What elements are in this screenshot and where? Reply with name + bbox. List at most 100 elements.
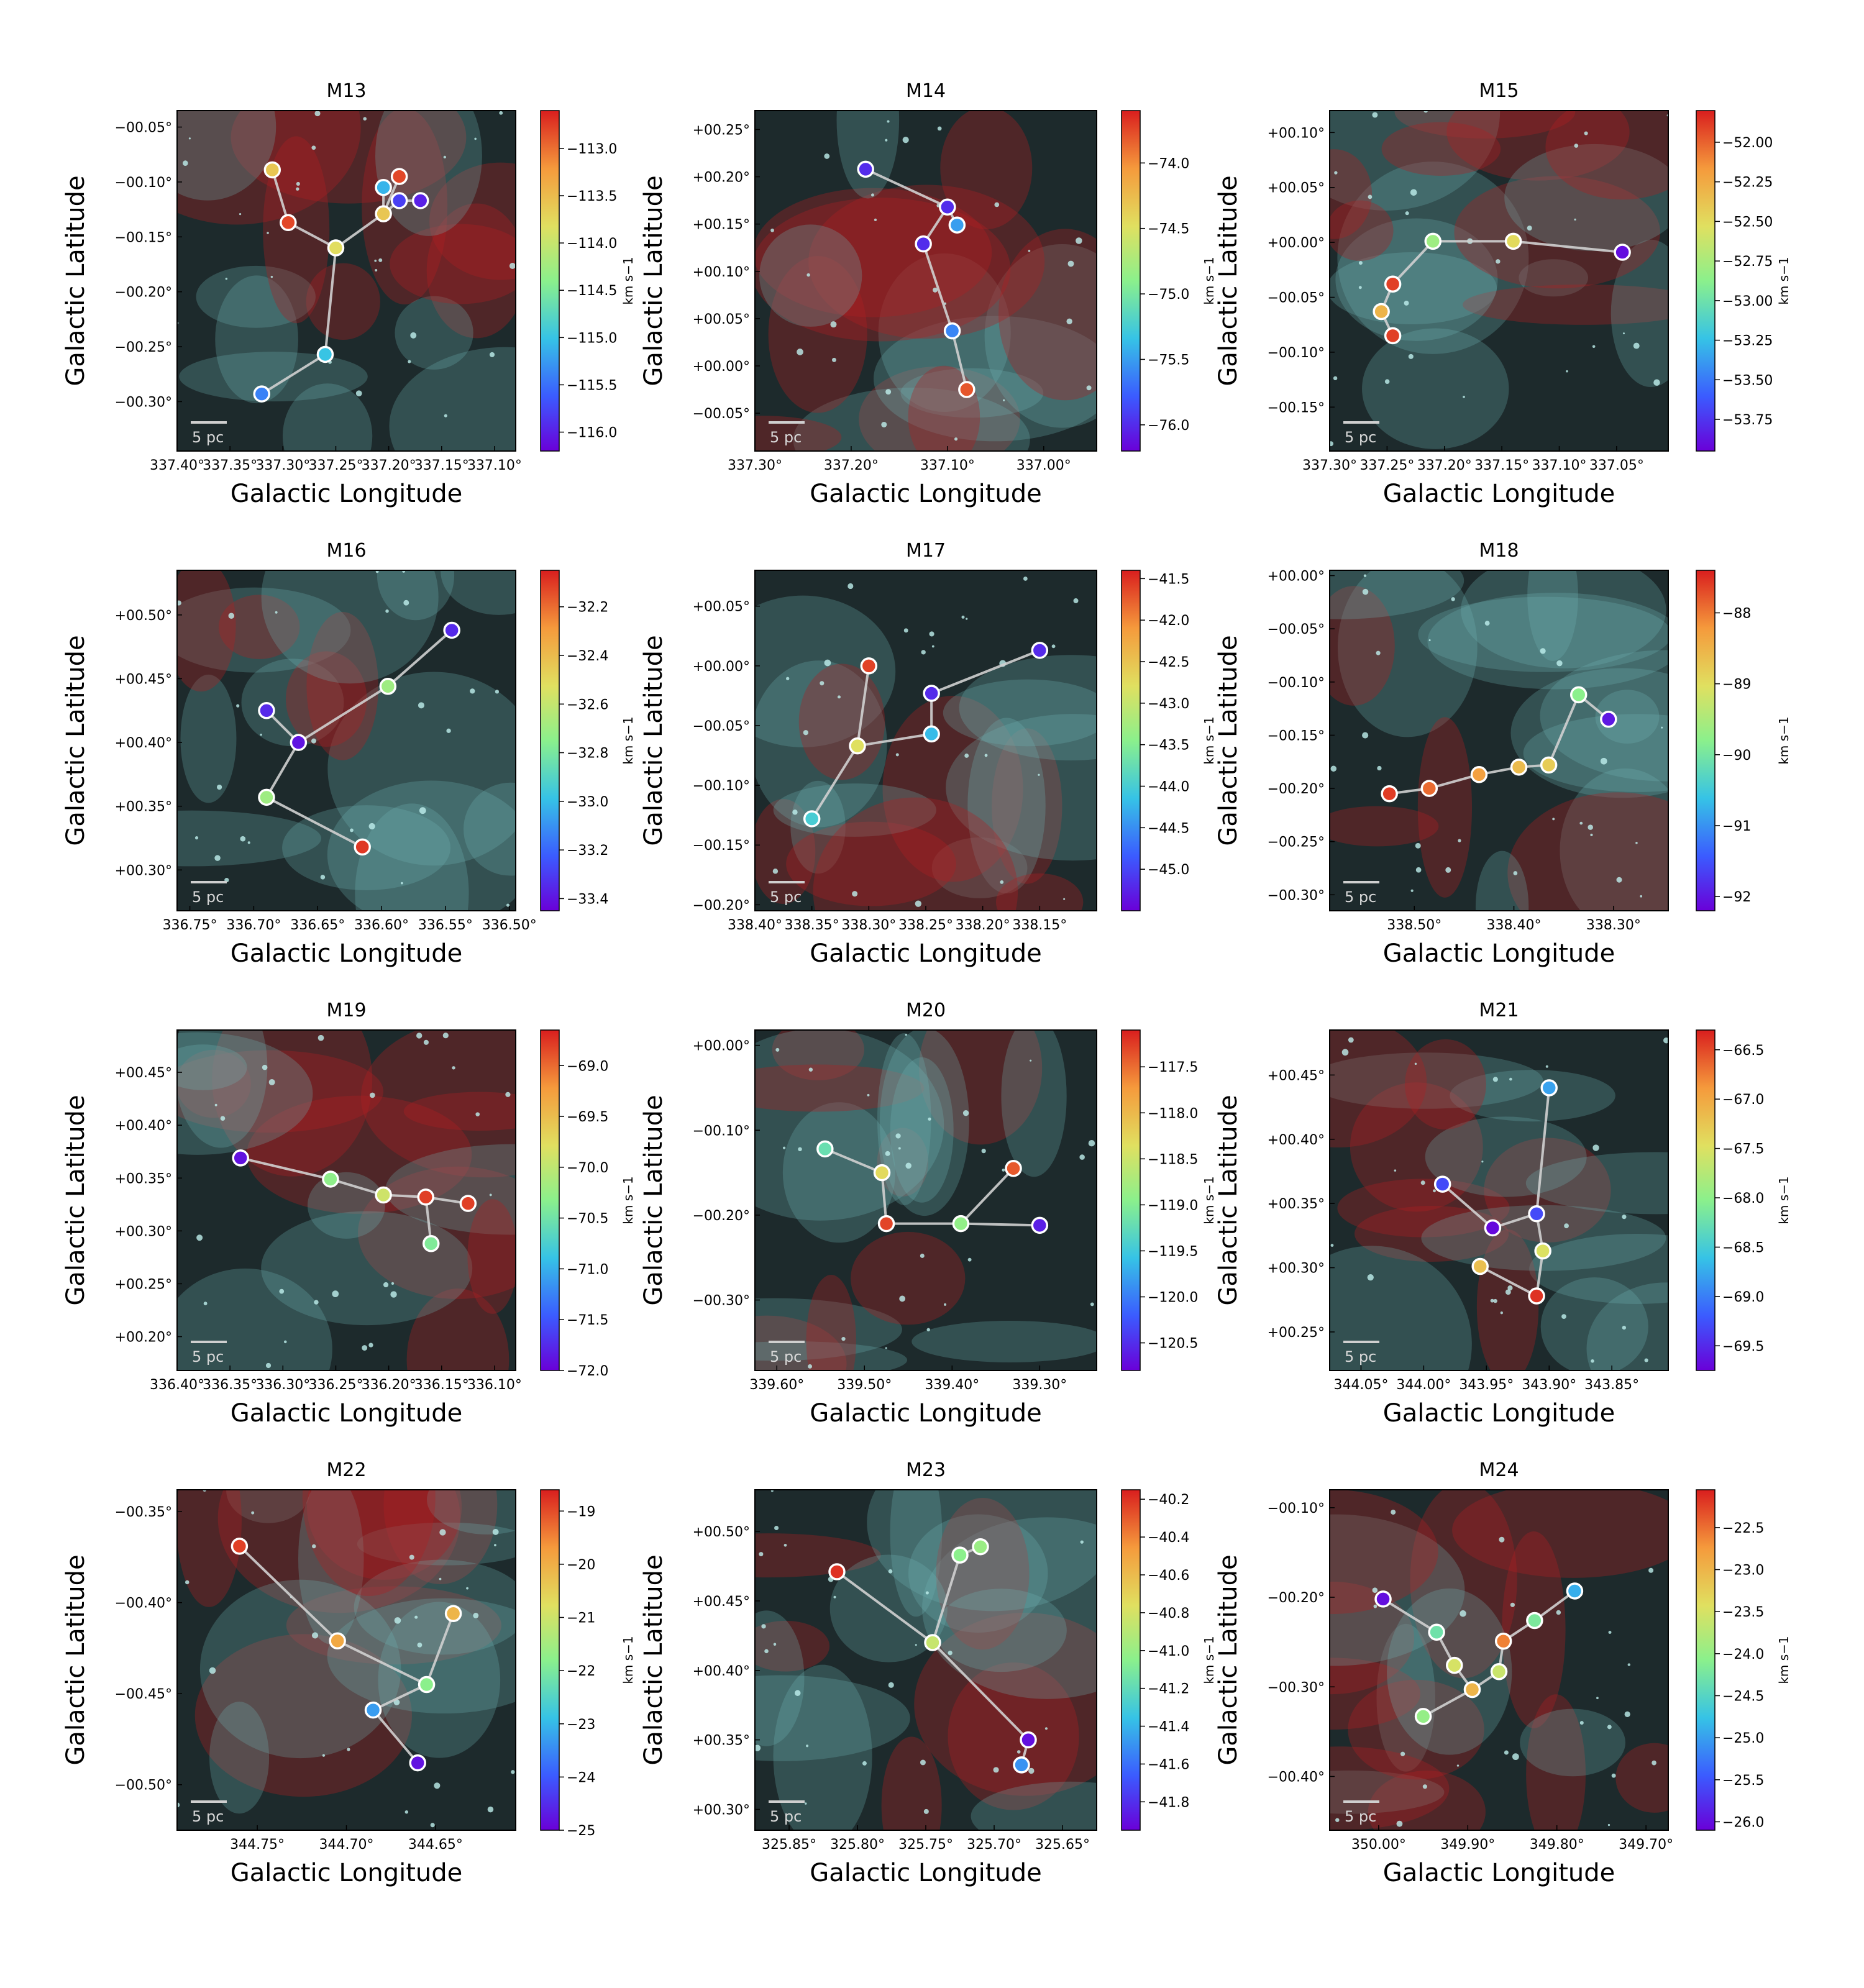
star bbox=[772, 869, 779, 874]
clump-point[interactable] bbox=[390, 192, 408, 209]
clump-point[interactable] bbox=[1031, 642, 1049, 659]
clump-point[interactable] bbox=[828, 1563, 846, 1580]
clump-point[interactable] bbox=[873, 1164, 891, 1182]
clump-point[interactable] bbox=[375, 205, 392, 222]
dust-emission bbox=[755, 595, 896, 747]
clump-point[interactable] bbox=[1433, 1175, 1451, 1193]
clump-point[interactable] bbox=[1373, 303, 1390, 321]
clump-point[interactable] bbox=[816, 1140, 834, 1158]
clump-point[interactable] bbox=[417, 1188, 434, 1206]
clump-point[interactable] bbox=[951, 1546, 969, 1564]
clump-point[interactable] bbox=[354, 838, 371, 856]
clump-point[interactable] bbox=[924, 1634, 941, 1651]
clump-point[interactable] bbox=[1384, 327, 1402, 345]
star bbox=[419, 807, 426, 814]
clump-point[interactable] bbox=[232, 1149, 249, 1167]
clump-point[interactable] bbox=[1614, 244, 1631, 261]
clump-point[interactable] bbox=[329, 1632, 346, 1649]
clump-point[interactable] bbox=[958, 381, 975, 398]
mst-edge bbox=[959, 1167, 1015, 1224]
clump-point[interactable] bbox=[1414, 1708, 1432, 1725]
clump-point[interactable] bbox=[1470, 766, 1488, 783]
clump-point[interactable] bbox=[972, 1538, 989, 1556]
clump-point[interactable] bbox=[1013, 1756, 1030, 1774]
clump-point[interactable] bbox=[1031, 1216, 1049, 1234]
clump-point[interactable] bbox=[253, 385, 270, 403]
star bbox=[452, 1066, 455, 1070]
clump-point[interactable] bbox=[1463, 1680, 1481, 1698]
star bbox=[506, 903, 510, 907]
clump-point[interactable] bbox=[364, 1701, 382, 1719]
clump-point[interactable] bbox=[1020, 1731, 1037, 1749]
star bbox=[499, 111, 503, 115]
clump-point[interactable] bbox=[1446, 1656, 1463, 1674]
clump-point[interactable] bbox=[860, 657, 878, 675]
clump-point[interactable] bbox=[327, 239, 345, 257]
clump-point[interactable] bbox=[1540, 756, 1558, 774]
clump-point[interactable] bbox=[1424, 232, 1442, 250]
star bbox=[403, 600, 409, 606]
star bbox=[1086, 385, 1092, 391]
clump-point[interactable] bbox=[390, 168, 408, 185]
clump-point[interactable] bbox=[803, 810, 821, 828]
clump-point[interactable] bbox=[923, 725, 940, 743]
clump-point[interactable] bbox=[1384, 275, 1402, 293]
clump-point[interactable] bbox=[1526, 1612, 1543, 1630]
clump-point[interactable] bbox=[423, 1235, 440, 1252]
clump-point[interactable] bbox=[1381, 785, 1398, 803]
clump-point[interactable] bbox=[375, 1186, 392, 1204]
clump-point[interactable] bbox=[1494, 1632, 1512, 1650]
clump-point[interactable] bbox=[943, 322, 961, 340]
clump-point[interactable] bbox=[444, 1605, 462, 1623]
clump-point[interactable] bbox=[443, 621, 460, 639]
clump-point[interactable] bbox=[939, 198, 956, 216]
mst-edge bbox=[951, 331, 968, 390]
clump-point[interactable] bbox=[411, 192, 429, 209]
clump-point[interactable] bbox=[1374, 1590, 1392, 1608]
clump-point[interactable] bbox=[1569, 686, 1588, 704]
clump-point[interactable] bbox=[915, 235, 932, 253]
clump-point[interactable] bbox=[231, 1538, 249, 1555]
clump-point[interactable] bbox=[849, 737, 866, 755]
clump-point[interactable] bbox=[280, 214, 297, 232]
panel-m23: M23 325.85° 325.80° 325.75° 325.70° 325.65° +0… bbox=[639, 1459, 1217, 1887]
clump-point[interactable] bbox=[263, 161, 281, 179]
clump-point[interactable] bbox=[923, 685, 940, 702]
clump-point[interactable] bbox=[409, 1754, 426, 1772]
x-tick-label: 349.80° bbox=[1530, 1837, 1584, 1853]
clump-point[interactable] bbox=[290, 734, 308, 751]
clump-point[interactable] bbox=[322, 1170, 339, 1188]
clump-point[interactable] bbox=[1504, 232, 1522, 250]
clump-point[interactable] bbox=[1471, 1257, 1489, 1275]
clump-point[interactable] bbox=[1510, 759, 1528, 776]
star bbox=[1405, 211, 1409, 216]
clump-point[interactable] bbox=[316, 345, 334, 363]
clump-point[interactable] bbox=[952, 1215, 970, 1233]
co-emission bbox=[1337, 1179, 1510, 1238]
colorbar-tick-label: −53.25 bbox=[1722, 334, 1773, 349]
clump-point[interactable] bbox=[1490, 1662, 1508, 1680]
clump-point[interactable] bbox=[1566, 1582, 1584, 1600]
clump-point[interactable] bbox=[379, 678, 397, 695]
star bbox=[391, 1282, 395, 1285]
clump-point[interactable] bbox=[258, 702, 275, 719]
clump-point[interactable] bbox=[1528, 1287, 1545, 1305]
colorbar-tick-label: −44.0 bbox=[1148, 780, 1189, 795]
clump-point[interactable] bbox=[1540, 1079, 1558, 1097]
clump-point[interactable] bbox=[375, 178, 392, 196]
clump-point[interactable] bbox=[1428, 1623, 1445, 1641]
clump-point[interactable] bbox=[258, 788, 275, 806]
colorbar-tick-label: −23.5 bbox=[1722, 1605, 1764, 1620]
clump-point[interactable] bbox=[1600, 711, 1617, 728]
clump-point[interactable] bbox=[1005, 1160, 1022, 1177]
clump-point[interactable] bbox=[418, 1676, 436, 1694]
clump-point[interactable] bbox=[948, 216, 966, 234]
star bbox=[928, 1117, 931, 1121]
clump-point[interactable] bbox=[1528, 1205, 1545, 1223]
clump-point[interactable] bbox=[1534, 1242, 1551, 1260]
clump-point[interactable] bbox=[1420, 780, 1438, 797]
clump-point[interactable] bbox=[1484, 1219, 1502, 1237]
clump-point[interactable] bbox=[857, 160, 874, 178]
clump-point[interactable] bbox=[877, 1215, 895, 1233]
clump-point[interactable] bbox=[459, 1195, 477, 1212]
